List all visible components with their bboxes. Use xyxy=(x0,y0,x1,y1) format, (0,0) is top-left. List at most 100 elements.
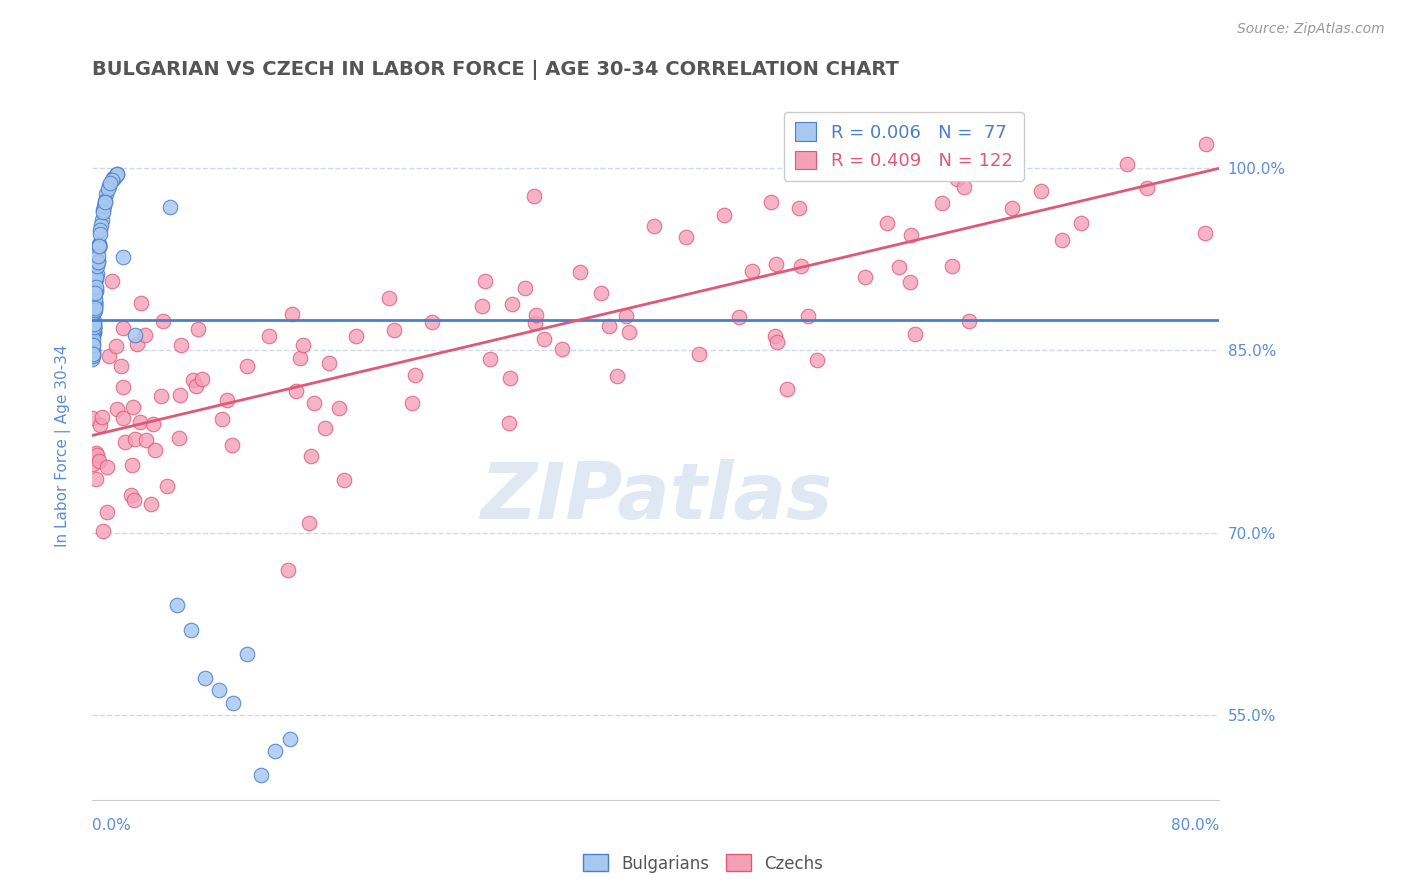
Point xyxy=(499,370,522,384)
Point xyxy=(215,393,238,408)
Point xyxy=(941,259,963,273)
Point xyxy=(236,359,259,373)
Point xyxy=(82,336,104,351)
Point xyxy=(105,167,128,181)
Point xyxy=(328,401,350,416)
Point xyxy=(86,267,108,281)
Point xyxy=(501,296,523,310)
Point xyxy=(675,230,697,244)
Point xyxy=(91,524,114,538)
Point xyxy=(551,342,574,356)
Point xyxy=(124,432,146,446)
Point xyxy=(83,325,105,339)
Point xyxy=(1029,185,1052,199)
Point xyxy=(876,216,898,230)
Point xyxy=(112,380,135,394)
Point xyxy=(84,283,107,297)
Point xyxy=(957,313,980,327)
Point xyxy=(150,389,173,403)
Point xyxy=(134,328,156,343)
Point xyxy=(112,250,135,264)
Point xyxy=(377,291,399,305)
Point xyxy=(91,202,114,217)
Point xyxy=(135,433,157,447)
Point xyxy=(86,255,108,269)
Point xyxy=(278,731,301,746)
Point xyxy=(533,332,555,346)
Point xyxy=(82,338,104,352)
Point xyxy=(87,239,110,253)
Point xyxy=(82,457,104,471)
Point xyxy=(513,281,536,295)
Point xyxy=(284,384,307,398)
Point xyxy=(643,219,665,233)
Point xyxy=(759,194,782,209)
Point xyxy=(222,696,245,710)
Legend: Bulgarians, Czechs: Bulgarians, Czechs xyxy=(576,847,830,880)
Point xyxy=(904,327,927,342)
Point xyxy=(598,318,620,333)
Point xyxy=(1001,202,1024,216)
Point xyxy=(591,286,613,301)
Point xyxy=(741,264,763,278)
Point xyxy=(98,177,121,191)
Point xyxy=(83,314,105,328)
Point xyxy=(103,170,125,185)
Point xyxy=(299,449,322,463)
Point xyxy=(84,293,107,307)
Point xyxy=(82,328,104,343)
Point xyxy=(86,253,108,268)
Point xyxy=(87,237,110,252)
Point xyxy=(82,351,104,366)
Point xyxy=(344,328,367,343)
Point xyxy=(83,319,105,334)
Point xyxy=(302,396,325,410)
Point xyxy=(946,171,969,186)
Point xyxy=(382,322,405,336)
Point xyxy=(128,416,150,430)
Point xyxy=(290,351,312,365)
Point xyxy=(122,400,145,414)
Point xyxy=(83,302,105,317)
Point xyxy=(931,196,953,211)
Point xyxy=(928,146,950,161)
Point xyxy=(87,453,110,467)
Point xyxy=(105,339,128,353)
Point xyxy=(688,347,710,361)
Point xyxy=(87,240,110,254)
Point xyxy=(87,236,110,251)
Point xyxy=(869,161,891,175)
Point xyxy=(83,296,105,310)
Point xyxy=(83,322,105,336)
Text: 0.0%: 0.0% xyxy=(93,818,131,833)
Point xyxy=(83,296,105,310)
Point xyxy=(84,280,107,294)
Point xyxy=(93,198,115,212)
Point xyxy=(94,194,117,208)
Point xyxy=(83,299,105,313)
Point xyxy=(96,459,118,474)
Point xyxy=(277,563,299,577)
Text: In Labor Force | Age 30-34: In Labor Force | Age 30-34 xyxy=(55,344,72,548)
Point xyxy=(83,320,105,334)
Point xyxy=(474,274,496,288)
Point xyxy=(110,359,132,374)
Point xyxy=(82,347,104,361)
Point xyxy=(90,213,112,227)
Point xyxy=(83,319,105,334)
Point xyxy=(82,349,104,363)
Point xyxy=(120,488,142,502)
Point xyxy=(1195,136,1218,151)
Text: BULGARIAN VS CZECH IN LABOR FORCE | AGE 30-34 CORRELATION CHART: BULGARIAN VS CZECH IN LABOR FORCE | AGE … xyxy=(93,60,900,79)
Point xyxy=(89,417,111,432)
Point xyxy=(1136,180,1159,194)
Point xyxy=(114,434,136,449)
Point xyxy=(156,479,179,493)
Point xyxy=(83,301,105,315)
Point xyxy=(91,205,114,219)
Point xyxy=(152,313,174,327)
Point xyxy=(169,431,191,445)
Point xyxy=(86,260,108,274)
Point xyxy=(314,421,336,435)
Point xyxy=(98,178,121,193)
